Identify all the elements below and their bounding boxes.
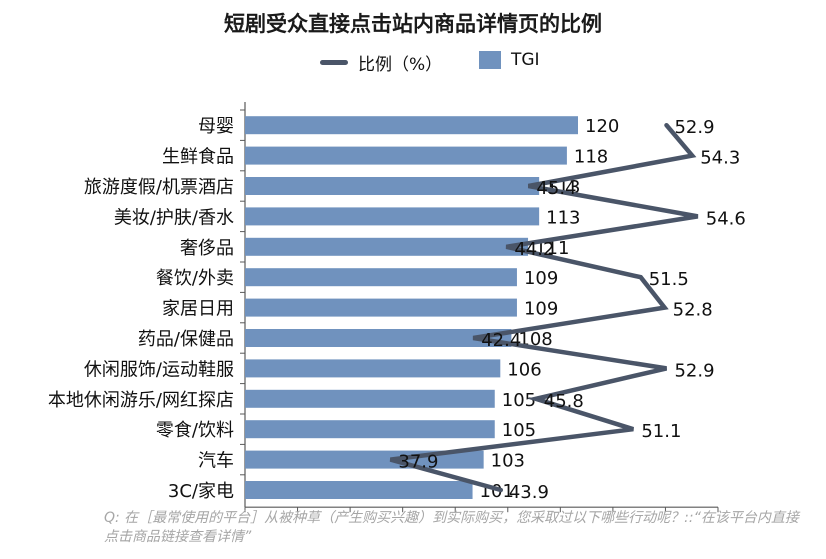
bar (245, 389, 495, 408)
bar (245, 237, 529, 256)
category-label: 美妆/护肤/香水 (114, 207, 234, 228)
bar-value-label: 103 (491, 451, 525, 472)
bar (245, 481, 473, 499)
line-value-label: 54.6 (706, 208, 746, 229)
category-label: 旅游度假/机票酒店 (84, 177, 234, 198)
bar-value-label: 106 (507, 359, 541, 380)
category-label: 汽车 (198, 451, 234, 472)
chart-title: 短剧受众直接点击站内商品详情页的比例 (224, 12, 602, 36)
legend-line-swatch (320, 60, 348, 65)
line-value-label: 44.2 (514, 239, 554, 260)
bar (245, 329, 512, 347)
bar (245, 420, 495, 439)
line-value-label: 51.5 (649, 269, 689, 290)
line-value-label: 45.4 (536, 178, 576, 199)
line-value-label: 54.3 (700, 148, 740, 169)
line-value-label: 52.8 (673, 300, 713, 321)
category-label: 零食/饮料 (156, 420, 234, 441)
legend-bar-swatch (479, 51, 501, 69)
line-value-label: 45.8 (544, 391, 584, 412)
legend: 比例（%） TGI (0, 50, 826, 80)
bar (245, 359, 501, 378)
category-label: 生鲜食品 (162, 147, 234, 168)
bar (245, 207, 540, 226)
bar-value-label: 109 (524, 299, 558, 320)
legend-label-ratio: 比例（%） (358, 55, 443, 75)
category-label: 本地休闲游乐/网红探店 (48, 390, 234, 411)
line-value-label: 52.9 (674, 117, 714, 138)
bar-value-label: 109 (524, 268, 558, 289)
legend-label-tgi: TGI (511, 50, 540, 70)
bar-value-label: 113 (546, 207, 580, 228)
line-value-label: 51.1 (641, 421, 681, 442)
bar-value-label: 105 (502, 420, 536, 441)
category-label: 母婴 (198, 116, 234, 137)
category-label: 奢侈品 (180, 238, 234, 259)
legend-item-bar: TGI (479, 50, 540, 70)
legend-item-line: 比例（%） (320, 50, 442, 75)
bar (245, 298, 517, 317)
footnote: Q: 在［最常使用的平台］从被种草（产生购买兴趣）到实际购买，您采取过以下哪些行… (104, 510, 799, 545)
bar (245, 146, 567, 165)
line-series-ratio (389, 122, 699, 493)
category-label: 3C/家电 (168, 481, 234, 502)
line-value-label: 43.9 (509, 482, 549, 503)
line-value-label: 42.4 (481, 330, 521, 351)
category-label: 休闲服饰/运动鞋服 (84, 359, 234, 380)
category-label: 餐饮/外卖 (156, 268, 234, 289)
bar (245, 268, 517, 287)
bar-value-label: 118 (574, 147, 608, 168)
bar-value-label: 120 (585, 116, 619, 137)
line-value-label: 52.9 (674, 360, 714, 381)
bar (245, 116, 578, 135)
bar (245, 177, 540, 195)
category-label: 药品/保健品 (138, 329, 234, 350)
category-label: 家居日用 (162, 299, 234, 320)
line-value-label: 37.9 (398, 452, 438, 473)
bar-value-label: 105 (502, 390, 536, 411)
